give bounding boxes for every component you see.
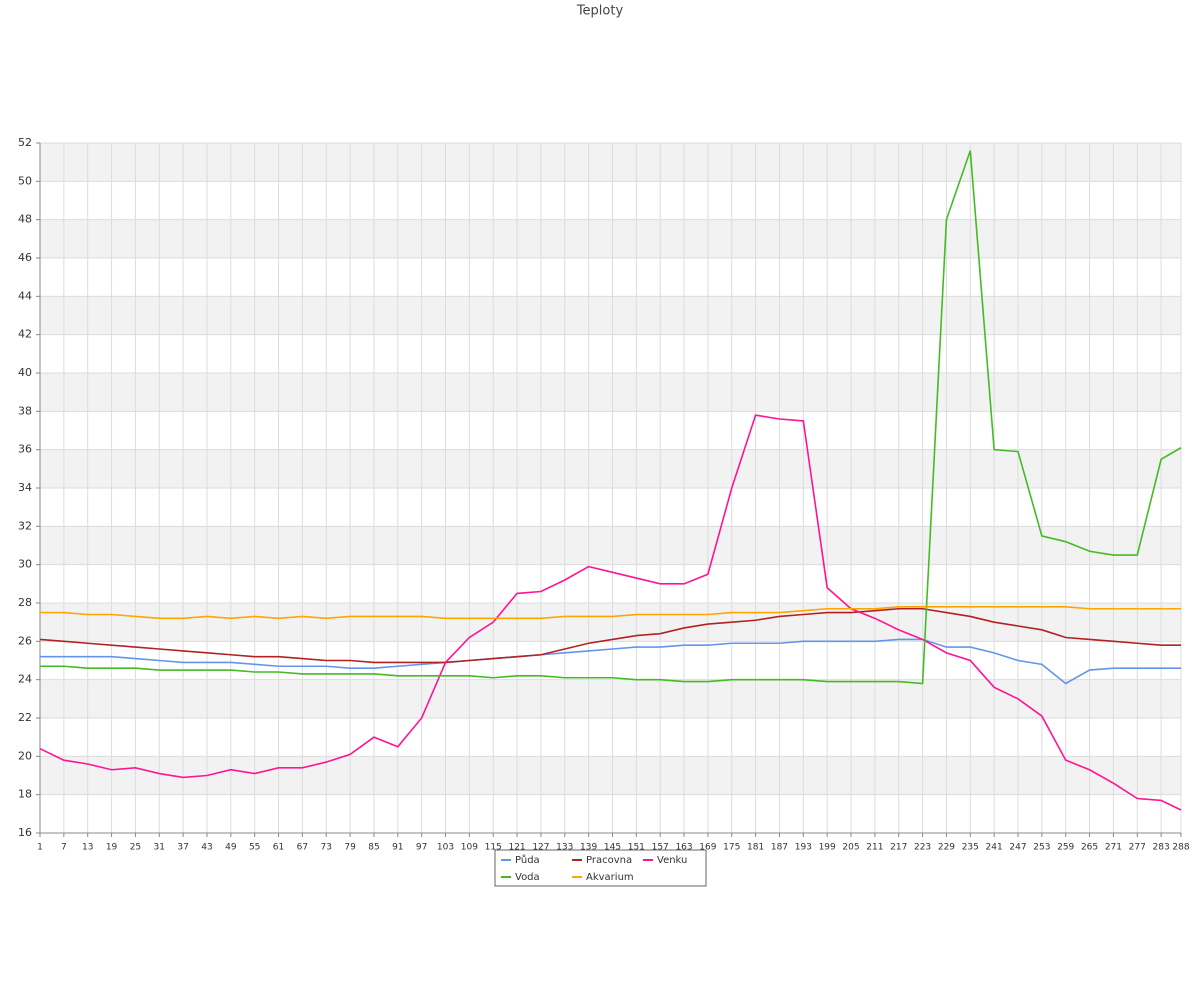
- x-tick-label: 13: [82, 843, 93, 853]
- y-tick-label: 28: [18, 596, 32, 609]
- legend-label: Venku: [657, 855, 687, 866]
- grid-band: [40, 756, 1181, 795]
- x-tick-label: 157: [652, 843, 669, 853]
- x-tick-label: 259: [1057, 843, 1074, 853]
- x-tick-label: 169: [699, 843, 716, 853]
- x-tick-label: 199: [819, 843, 836, 853]
- x-tick-label: 43: [201, 843, 212, 853]
- line: [39, 414, 1182, 811]
- x-tick-label: 67: [297, 843, 308, 853]
- line: [40, 606, 1181, 620]
- grid-band: [40, 296, 1181, 335]
- x-tick-label: 271: [1105, 843, 1122, 853]
- x-tick-label: 187: [771, 843, 788, 853]
- x-tick-label: 241: [986, 843, 1003, 853]
- x-tick-label: 133: [556, 843, 573, 853]
- y-tick-label: 24: [18, 673, 32, 686]
- y-tick-label: 36: [18, 443, 32, 456]
- x-tick-label: 181: [747, 843, 764, 853]
- x-tick-label: 205: [842, 843, 859, 853]
- x-tick-label: 79: [344, 843, 356, 853]
- y-tick-label: 38: [18, 404, 32, 417]
- y-tick-label: 40: [18, 366, 32, 379]
- x-tick-label: 253: [1033, 843, 1050, 853]
- legend-box: [494, 849, 707, 887]
- y-tick-label: 16: [18, 826, 32, 839]
- grid-band: [40, 449, 1181, 488]
- legend-label: Akvarium: [586, 872, 634, 883]
- y-tick-label: 32: [18, 519, 32, 532]
- grid-band: [40, 143, 1181, 182]
- x-tick-label: 247: [1009, 843, 1026, 853]
- line: [40, 150, 1182, 685]
- y-tick-label: 26: [18, 634, 32, 647]
- x-tick-label: 7: [61, 843, 67, 853]
- x-tick-label: 31: [154, 843, 165, 853]
- y-tick-label: 22: [18, 711, 32, 724]
- x-tick-label: 1: [37, 843, 43, 853]
- x-tick-label: 49: [225, 843, 237, 853]
- y-tick-label: 52: [18, 136, 32, 149]
- grid-band: [40, 603, 1181, 642]
- y-tick-label: 48: [18, 213, 32, 226]
- x-tick-label: 145: [604, 843, 621, 853]
- x-tick-label: 288: [1172, 843, 1189, 853]
- x-tick-label: 217: [890, 843, 907, 853]
- x-tick-label: 151: [628, 843, 645, 853]
- x-tick-label: 235: [962, 843, 979, 853]
- grid-band: [40, 526, 1181, 565]
- x-tick-label: 73: [321, 843, 332, 853]
- x-tick-label: 115: [485, 843, 502, 853]
- x-tick-label: 103: [437, 843, 454, 853]
- y-tick-label: 50: [18, 174, 32, 187]
- line: [40, 638, 1181, 685]
- y-tick-label: 34: [18, 481, 32, 494]
- legend-label: Voda: [515, 872, 540, 883]
- y-tick-label: 42: [18, 328, 32, 341]
- x-tick-label: 223: [914, 843, 931, 853]
- x-tick-label: 61: [273, 843, 284, 853]
- x-tick-label: 85: [368, 843, 379, 853]
- y-tick-label: 20: [18, 749, 32, 762]
- grid-band: [40, 219, 1181, 258]
- x-tick-label: 97: [416, 843, 427, 853]
- x-tick-label: 175: [723, 843, 740, 853]
- x-tick-label: 193: [795, 843, 812, 853]
- x-tick-label: 211: [866, 843, 883, 853]
- legend-label: Pracovna: [586, 855, 632, 866]
- x-tick-label: 55: [249, 843, 260, 853]
- x-tick-label: 283: [1153, 843, 1170, 853]
- grid-band: [40, 679, 1181, 718]
- x-tick-label: 229: [938, 843, 955, 853]
- chart-title: Teploty: [576, 4, 624, 19]
- x-tick-label: 127: [532, 843, 549, 853]
- x-tick-label: 277: [1129, 843, 1146, 853]
- y-tick-label: 46: [18, 251, 32, 264]
- y-tick-label: 18: [18, 788, 32, 801]
- x-tick-label: 163: [675, 843, 692, 853]
- x-tick-label: 37: [177, 843, 188, 853]
- legend-label: Půda: [515, 854, 540, 866]
- line: [39, 607, 1181, 664]
- legend: Půda Pracovna Venku Voda Akvarium: [494, 849, 707, 887]
- x-tick-label: 139: [580, 843, 597, 853]
- y-tick-label: 30: [18, 558, 32, 571]
- x-tick-label: 25: [130, 843, 141, 853]
- x-tick-label: 91: [392, 843, 403, 853]
- x-tick-label: 121: [508, 843, 525, 853]
- y-tick-label: 44: [18, 289, 32, 302]
- x-tick-label: 265: [1081, 843, 1098, 853]
- x-tick-label: 19: [106, 843, 118, 853]
- x-tick-label: 109: [461, 843, 478, 853]
- grid-band: [40, 373, 1181, 412]
